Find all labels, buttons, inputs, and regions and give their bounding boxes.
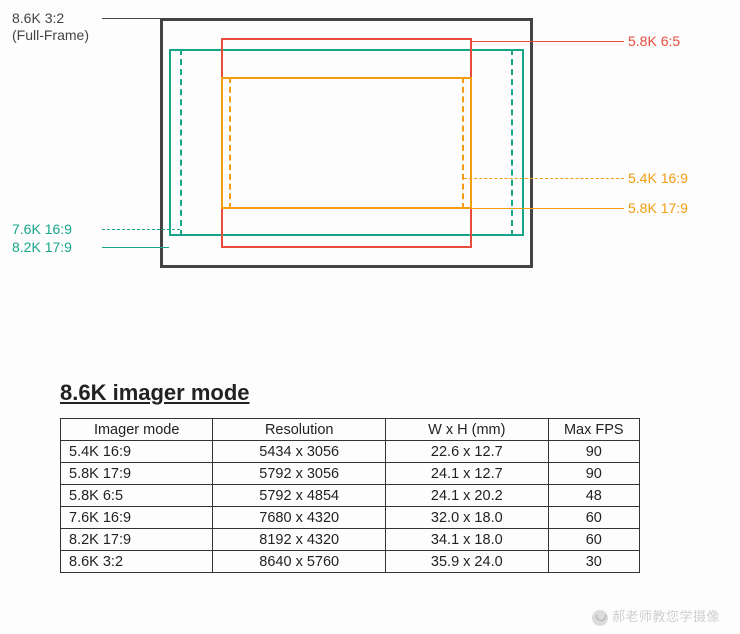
frame-s54 [229, 77, 464, 209]
frame-label-s58a: 5.8K 17:9 [628, 200, 688, 217]
table-row: 8.6K 3:28640 x 576035.9 x 24.030 [61, 551, 640, 573]
section-title: 8.6K imager mode [60, 380, 680, 406]
table-cell: 60 [548, 507, 639, 529]
table-cell: 48 [548, 485, 639, 507]
table-cell: 90 [548, 463, 639, 485]
table-row: 5.8K 6:55792 x 485424.1 x 20.248 [61, 485, 640, 507]
table-header-cell: W x H (mm) [386, 419, 549, 441]
frame-label-ff: 8.6K 3:2(Full-Frame) [12, 10, 89, 44]
table-cell: 60 [548, 529, 639, 551]
table-cell: 24.1 x 20.2 [386, 485, 549, 507]
table-cell: 5.8K 6:5 [61, 485, 213, 507]
table-cell: 30 [548, 551, 639, 573]
table-header-cell: Imager mode [61, 419, 213, 441]
table-cell: 8640 x 5760 [213, 551, 386, 573]
table-header-cell: Max FPS [548, 419, 639, 441]
table-cell: 5792 x 3056 [213, 463, 386, 485]
table-cell: 24.1 x 12.7 [386, 463, 549, 485]
table-cell: 34.1 x 18.0 [386, 529, 549, 551]
table-cell: 35.9 x 24.0 [386, 551, 549, 573]
table-cell: 7.6K 16:9 [61, 507, 213, 529]
table-row: 5.4K 16:95434 x 305622.6 x 12.790 [61, 441, 640, 463]
table-header-row: Imager modeResolutionW x H (mm)Max FPS [61, 419, 640, 441]
leader-s58a [472, 208, 624, 209]
leader-s58b [472, 41, 624, 42]
frame-label-s82: 8.2K 17:9 [12, 239, 72, 256]
table-cell: 5.8K 17:9 [61, 463, 213, 485]
imager-mode-table: Imager modeResolutionW x H (mm)Max FPS5.… [60, 418, 640, 573]
table-cell: 22.6 x 12.7 [386, 441, 549, 463]
leader-s76 [102, 229, 180, 230]
table-cell: 5434 x 3056 [213, 441, 386, 463]
table-cell: 90 [548, 441, 639, 463]
leader-s54 [464, 178, 624, 179]
table-cell: 32.0 x 18.0 [386, 507, 549, 529]
watermark: 郝老师教您学摄像 [592, 606, 720, 626]
table-row: 8.2K 17:98192 x 432034.1 x 18.060 [61, 529, 640, 551]
table-row: 5.8K 17:95792 x 305624.1 x 12.790 [61, 463, 640, 485]
table-cell: 8.2K 17:9 [61, 529, 213, 551]
table-header-cell: Resolution [213, 419, 386, 441]
leader-s82 [102, 247, 169, 248]
sensor-format-diagram: 8.6K 3:2(Full-Frame) 8.2K 17:97.6K 16:9 5.… [0, 0, 740, 340]
table-cell: 8192 x 4320 [213, 529, 386, 551]
imager-mode-section: 8.6K imager mode Imager modeResolutionW … [60, 380, 680, 573]
table-cell: 8.6K 3:2 [61, 551, 213, 573]
frame-label-s58b: 5.8K 6:5 [628, 33, 680, 50]
leader-ff [102, 18, 160, 19]
frame-label-s54: 5.4K 16:9 [628, 170, 688, 187]
frame-label-s76: 7.6K 16:9 [12, 221, 72, 238]
wechat-icon [592, 610, 608, 626]
table-cell: 7680 x 4320 [213, 507, 386, 529]
table-cell: 5792 x 4854 [213, 485, 386, 507]
table-cell: 5.4K 16:9 [61, 441, 213, 463]
table-row: 7.6K 16:97680 x 432032.0 x 18.060 [61, 507, 640, 529]
watermark-text: 郝老师教您学摄像 [612, 609, 720, 624]
